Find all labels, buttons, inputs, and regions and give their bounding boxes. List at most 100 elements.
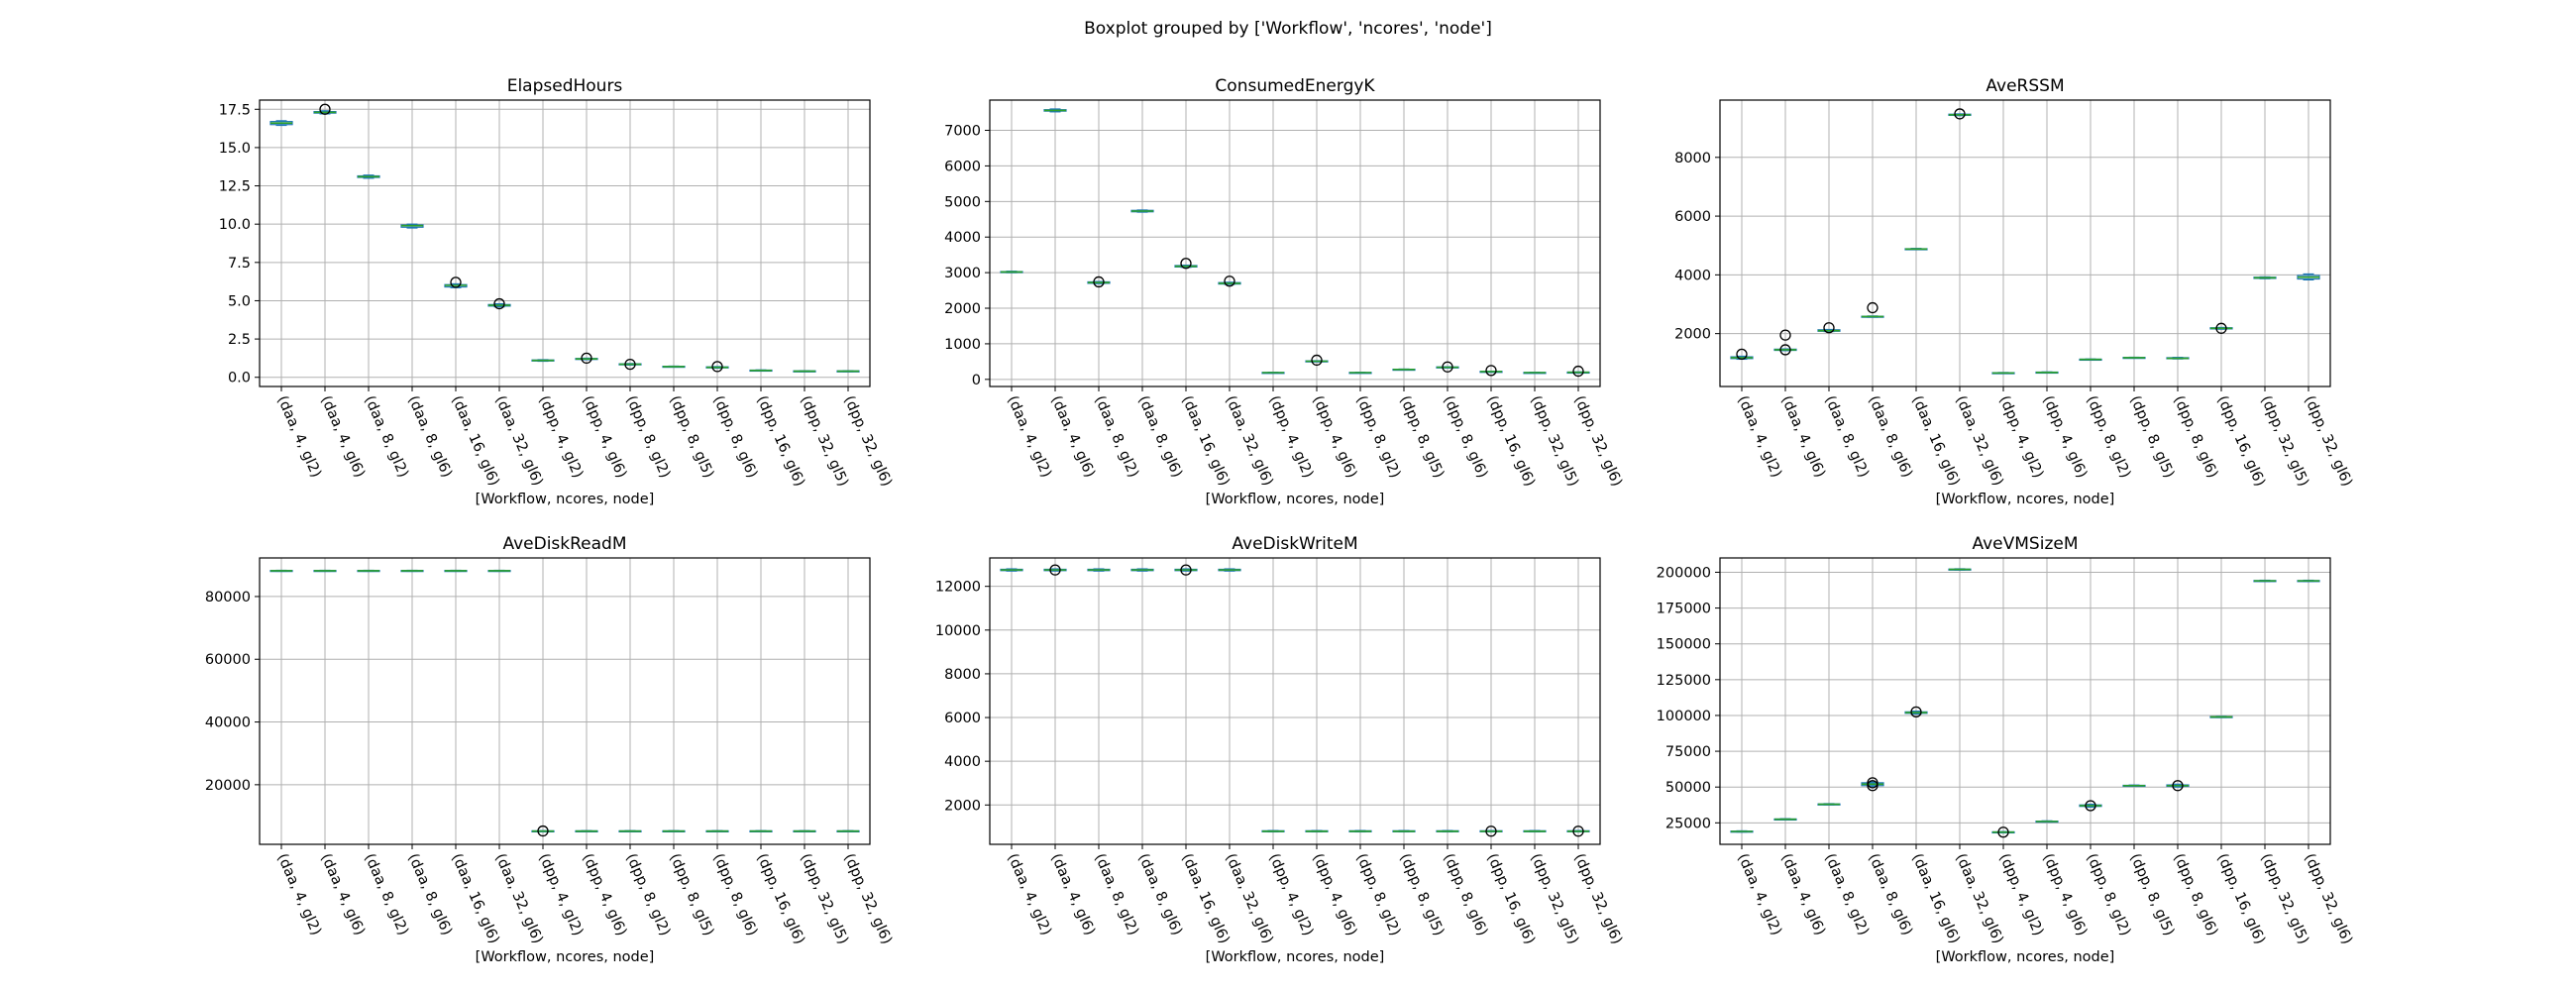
x-tick-label: (dpp, 8, gl2) bbox=[1352, 393, 1403, 481]
x-tick-label: (dpp, 32, gl6) bbox=[1570, 851, 1625, 946]
box-(dpp, 8, gl2) bbox=[2079, 358, 2102, 362]
flier-point bbox=[1779, 344, 1791, 356]
box-(dpp, 4, gl2) bbox=[1261, 829, 1285, 833]
box-(dpp, 4, gl2) bbox=[531, 825, 555, 837]
box-(daa, 32, gl6) bbox=[487, 569, 511, 573]
y-tick-label: 6000 bbox=[944, 711, 981, 726]
x-tick-label: (dpp, 8, gl6) bbox=[2170, 393, 2220, 481]
y-tick-label: 7.5 bbox=[228, 256, 251, 272]
box-(dpp, 16, gl6) bbox=[2209, 716, 2233, 718]
x-tick-label: (daa, 4, gl6) bbox=[1047, 851, 1098, 937]
flier-point bbox=[1736, 348, 1748, 361]
box-(daa, 4, gl2) bbox=[1000, 271, 1023, 274]
box-(dpp, 32, gl5) bbox=[793, 829, 816, 832]
x-tick-label: (dpp, 4, gl6) bbox=[579, 393, 629, 481]
axes-frame bbox=[989, 99, 1601, 387]
box-(daa, 8, gl2) bbox=[1087, 275, 1111, 288]
x-tick-label: (dpp, 32, gl5) bbox=[1527, 393, 1581, 489]
box-(daa, 4, gl2) bbox=[269, 120, 293, 127]
x-tick-label: (daa, 4, gl2) bbox=[1734, 393, 1784, 480]
x-tick-label: (dpp, 8, gl2) bbox=[2083, 393, 2133, 481]
flier-point bbox=[2172, 780, 2184, 792]
box-(dpp, 32, gl5) bbox=[1523, 829, 1547, 833]
box-(dpp, 8, gl5) bbox=[1392, 368, 1416, 372]
x-tick-label: (dpp, 4, gl6) bbox=[579, 851, 629, 938]
x-tick-label: (daa, 8, gl2) bbox=[1821, 393, 1872, 480]
flier-point bbox=[1997, 826, 2009, 838]
box-(dpp, 16, gl6) bbox=[1479, 826, 1503, 837]
y-tick-label: 0 bbox=[972, 373, 981, 388]
y-tick-label: 175000 bbox=[1657, 602, 1711, 617]
x-tick-label: (dpp, 32, gl5) bbox=[797, 851, 851, 946]
flier-point bbox=[2085, 800, 2096, 812]
axes-frame bbox=[989, 557, 1601, 845]
axes-frame bbox=[1719, 99, 2331, 387]
box-(dpp, 8, gl5) bbox=[662, 829, 686, 832]
box-(dpp, 8, gl6) bbox=[705, 361, 729, 373]
box-(dpp, 8, gl6) bbox=[1436, 361, 1459, 373]
flier-point bbox=[1867, 780, 1878, 792]
box-(dpp, 16, gl6) bbox=[2209, 322, 2233, 334]
x-tick-label: (dpp, 4, gl6) bbox=[2039, 851, 2090, 938]
x-tick-label: (daa, 16, gl6) bbox=[448, 393, 501, 489]
flier-point bbox=[1311, 354, 1323, 367]
y-tick-label: 10.0 bbox=[219, 217, 251, 233]
box-(dpp, 32, gl6) bbox=[2297, 579, 2320, 583]
box-(daa, 8, gl6) bbox=[1861, 301, 1884, 318]
subplot-AveDiskReadM: 20000 40000 60000 80000 (daa, 4, gl2)(daa, 4… bbox=[205, 534, 895, 965]
y-tick-label: 125000 bbox=[1657, 673, 1711, 689]
y-tick-label: 5.0 bbox=[228, 293, 251, 309]
x-tick-label: (dpp, 4, gl6) bbox=[1309, 393, 1359, 481]
x-axis-label: [Workflow, ncores, node] bbox=[1206, 949, 1385, 965]
x-tick-label: (dpp, 16, gl6) bbox=[753, 393, 807, 489]
flier-point bbox=[1779, 329, 1791, 341]
x-tick-label: (dpp, 4, gl6) bbox=[1309, 851, 1359, 938]
axes-frame bbox=[1719, 557, 2331, 845]
x-tick-label: (daa, 8, gl2) bbox=[1821, 851, 1872, 937]
x-tick-label: (daa, 8, gl2) bbox=[361, 851, 411, 937]
x-tick-label: (daa, 4, gl2) bbox=[1004, 851, 1054, 937]
y-tick-label: 12000 bbox=[935, 580, 981, 596]
box-(daa, 16, gl6) bbox=[1904, 248, 1928, 251]
box-(dpp, 4, gl6) bbox=[2035, 820, 2059, 824]
y-tick-label: 5000 bbox=[944, 194, 981, 210]
box-(daa, 4, gl2) bbox=[1730, 829, 1754, 833]
x-tick-label: (daa, 4, gl6) bbox=[317, 851, 368, 937]
y-tick-label: 7000 bbox=[944, 124, 981, 140]
x-axis-label: [Workflow, ncores, node] bbox=[1936, 949, 2115, 965]
box-(daa, 16, gl6) bbox=[444, 569, 468, 573]
x-tick-label: (dpp, 8, gl5) bbox=[1396, 393, 1447, 481]
box-(daa, 8, gl6) bbox=[400, 223, 424, 229]
flier-point bbox=[711, 361, 723, 373]
x-tick-label: (dpp, 8, gl2) bbox=[1352, 851, 1403, 938]
x-tick-label: (daa, 16, gl6) bbox=[1178, 393, 1232, 489]
subplot-title: AveDiskWriteM bbox=[1232, 534, 1357, 554]
x-tick-label: (dpp, 8, gl5) bbox=[666, 851, 716, 938]
box-(dpp, 8, gl6) bbox=[2166, 780, 2190, 792]
box-(dpp, 32, gl5) bbox=[1523, 372, 1547, 375]
flier-point bbox=[1224, 275, 1235, 287]
y-tick-label: 25000 bbox=[1665, 816, 1711, 831]
flier-point bbox=[1049, 564, 1061, 576]
x-tick-label: (daa, 8, gl6) bbox=[1865, 393, 1915, 480]
flier-point bbox=[1867, 301, 1878, 314]
x-tick-label: (daa, 32, gl6) bbox=[491, 851, 545, 946]
box-(daa, 4, gl6) bbox=[1773, 818, 1797, 822]
x-tick-label: (daa, 4, gl2) bbox=[273, 851, 324, 937]
box-(daa, 32, gl6) bbox=[1218, 568, 1241, 572]
box-(daa, 8, gl6) bbox=[400, 569, 424, 573]
box-(dpp, 4, gl2) bbox=[1991, 372, 2015, 375]
y-tick-label: 8000 bbox=[944, 667, 981, 683]
box-(daa, 4, gl2) bbox=[269, 569, 293, 573]
box-(daa, 32, gl6) bbox=[1948, 108, 1972, 120]
x-tick-label: (daa, 8, gl6) bbox=[1865, 851, 1915, 937]
y-tick-label: 2000 bbox=[944, 301, 981, 317]
subplot-ElapsedHours: 0.0 2.5 5.0 7.5 10.0 12.5 15.0 17.5 (daa, 4, gl2… bbox=[219, 76, 895, 507]
x-tick-label: (daa, 8, gl6) bbox=[404, 393, 455, 480]
y-tick-label: 4000 bbox=[944, 754, 981, 770]
box-(daa, 4, gl6) bbox=[313, 103, 337, 115]
box-(dpp, 8, gl2) bbox=[1348, 372, 1372, 375]
x-tick-label: (dpp, 32, gl5) bbox=[2257, 393, 2311, 489]
